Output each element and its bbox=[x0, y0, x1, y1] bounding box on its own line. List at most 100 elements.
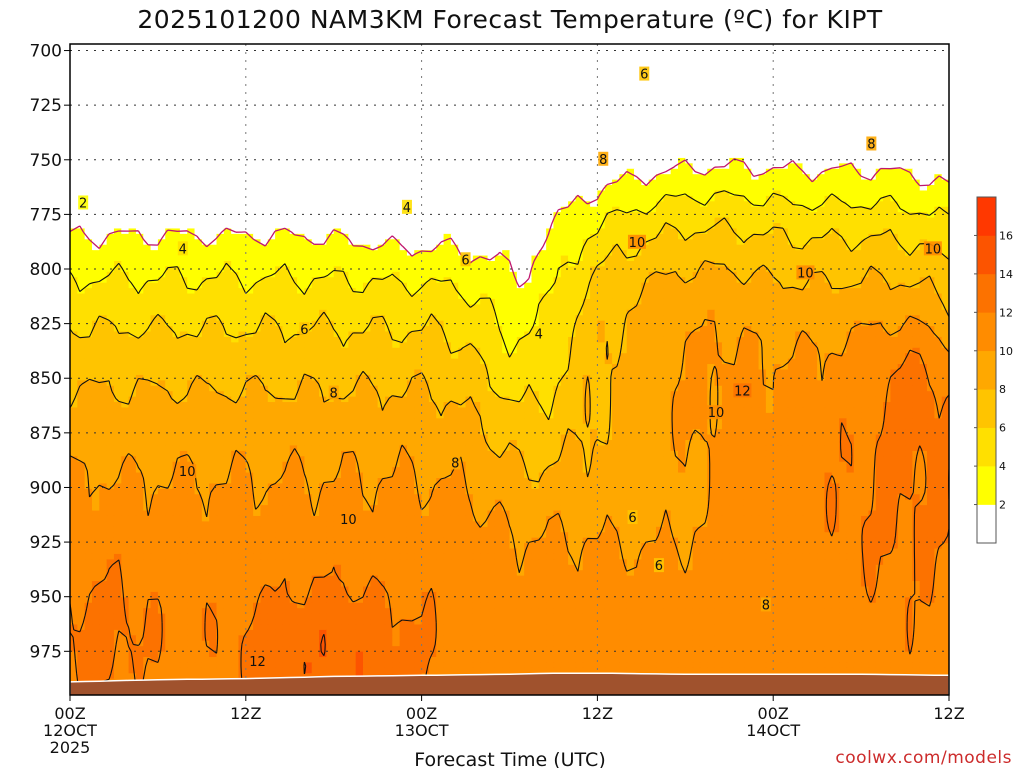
temperature-cell bbox=[590, 179, 598, 186]
temperature-cell bbox=[934, 81, 943, 88]
temperature-cell bbox=[480, 65, 489, 72]
temperature-cell bbox=[604, 233, 613, 240]
temperature-cell bbox=[238, 60, 247, 67]
temperature-cell bbox=[443, 255, 452, 262]
temperature-cell bbox=[692, 119, 701, 126]
temperature-cell bbox=[773, 114, 782, 121]
temperature-cell bbox=[736, 119, 745, 126]
temperature-cell bbox=[721, 60, 730, 67]
temperature-cell bbox=[304, 60, 313, 67]
temperature-cell bbox=[128, 92, 137, 99]
temperature-cell bbox=[333, 217, 342, 224]
temperature-cell bbox=[319, 49, 327, 56]
temperature-cell bbox=[304, 109, 313, 116]
temperature-cell bbox=[663, 60, 672, 67]
temperature-cell bbox=[194, 92, 203, 99]
temperature-cell bbox=[721, 190, 730, 197]
temperature-cell bbox=[502, 239, 511, 246]
temperature-cell bbox=[384, 109, 393, 116]
temperature-cell bbox=[406, 195, 415, 202]
temperature-cell bbox=[370, 87, 379, 94]
temperature-cell bbox=[421, 255, 430, 262]
temperature-cell bbox=[546, 87, 555, 94]
temperature-cell bbox=[890, 130, 899, 137]
temperature-cell bbox=[172, 250, 181, 257]
temperature-cell bbox=[319, 54, 327, 61]
temperature-cell bbox=[546, 163, 555, 170]
temperature-cell bbox=[487, 141, 496, 148]
temperature-cell bbox=[743, 114, 752, 121]
temperature-cell bbox=[934, 125, 943, 132]
temperature-cell bbox=[509, 217, 518, 224]
temperature-cell bbox=[187, 228, 196, 235]
temperature-cell bbox=[172, 103, 181, 110]
temperature-cell bbox=[538, 255, 547, 262]
temperature-cell bbox=[194, 54, 203, 61]
temperature-cell bbox=[275, 212, 284, 219]
temperature-cell bbox=[275, 244, 284, 251]
temperature-cell bbox=[560, 65, 569, 72]
temperature-cell bbox=[194, 185, 203, 192]
temperature-cell bbox=[538, 217, 547, 224]
temperature-cell bbox=[546, 223, 555, 230]
temperature-cell bbox=[436, 261, 445, 268]
temperature-cell bbox=[875, 179, 884, 186]
temperature-cell bbox=[839, 130, 848, 137]
temperature-cell bbox=[619, 98, 628, 105]
temperature-cell bbox=[626, 185, 635, 192]
temperature-cell bbox=[121, 109, 130, 116]
temperature-cell bbox=[590, 114, 598, 121]
temperature-cell bbox=[502, 233, 511, 240]
temperature-cell bbox=[590, 92, 598, 99]
temperature-cell bbox=[319, 152, 327, 159]
temperature-cell bbox=[927, 174, 935, 181]
temperature-cell bbox=[839, 168, 848, 175]
temperature-cell bbox=[223, 76, 232, 83]
temperature-cell bbox=[531, 174, 540, 181]
temperature-cell bbox=[253, 244, 262, 251]
temperature-cell bbox=[150, 233, 159, 240]
temperature-cell bbox=[597, 54, 606, 61]
temperature-cell bbox=[612, 228, 620, 235]
temperature-cell bbox=[480, 44, 489, 51]
temperature-cell bbox=[927, 185, 935, 192]
temperature-cell bbox=[377, 201, 386, 208]
temperature-cell bbox=[612, 255, 620, 262]
temperature-cell bbox=[736, 147, 745, 154]
temperature-cell bbox=[399, 130, 408, 137]
temperature-cell bbox=[575, 98, 584, 105]
temperature-cell bbox=[209, 190, 218, 197]
temperature-cell bbox=[714, 114, 723, 121]
temperature-cell bbox=[941, 147, 949, 154]
temperature-cell bbox=[494, 136, 503, 143]
temperature-cell bbox=[604, 92, 613, 99]
temperature-cell bbox=[282, 81, 291, 88]
temperature-cell bbox=[465, 44, 474, 51]
temperature-cell bbox=[743, 157, 752, 164]
temperature-cell bbox=[758, 228, 767, 235]
temperature-cell bbox=[765, 141, 774, 148]
temperature-cell bbox=[824, 103, 833, 110]
temperature-cell bbox=[802, 125, 811, 132]
temperature-cell bbox=[714, 81, 723, 88]
temperature-cell bbox=[260, 87, 269, 94]
temperature-cell bbox=[868, 190, 877, 197]
temperature-cell bbox=[370, 92, 379, 99]
temperature-cell bbox=[253, 87, 262, 94]
temperature-cell bbox=[113, 103, 122, 110]
temperature-cell bbox=[363, 201, 371, 208]
temperature-cell bbox=[370, 98, 379, 105]
temperature-cell bbox=[179, 60, 188, 67]
temperature-cell bbox=[319, 228, 327, 235]
temperature-cell bbox=[245, 114, 254, 121]
temperature-cell bbox=[758, 152, 767, 159]
temperature-cell bbox=[773, 168, 782, 175]
temperature-cell bbox=[77, 250, 86, 257]
temperature-cell bbox=[436, 174, 445, 181]
temperature-cell bbox=[765, 233, 774, 240]
temperature-cell bbox=[487, 130, 496, 137]
temperature-cell bbox=[575, 168, 584, 175]
temperature-cell bbox=[341, 60, 349, 67]
temperature-cell bbox=[648, 185, 657, 192]
temperature-cell bbox=[919, 81, 928, 88]
